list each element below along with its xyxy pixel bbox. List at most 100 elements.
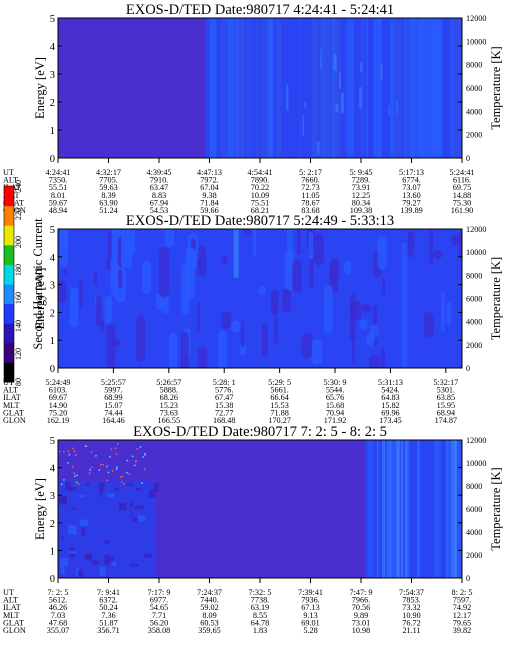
- texture-blob: [450, 234, 461, 247]
- texture-streak: [255, 18, 260, 158]
- texture-streak: [459, 440, 462, 578]
- texture-streak: [235, 18, 240, 158]
- texture-streak: [298, 18, 301, 158]
- row-value: 9.89: [354, 611, 368, 620]
- texture-blob: [243, 229, 251, 236]
- row-value: 7: 9:41: [97, 588, 120, 597]
- row-value: 359.65: [198, 626, 221, 635]
- texture-streak: [333, 53, 337, 72]
- row-value: 14.88: [453, 191, 471, 200]
- bright-streak: [233, 229, 239, 278]
- texture-blob: [221, 311, 231, 330]
- row-value: 161.90: [451, 206, 474, 215]
- speckle: [134, 460, 137, 463]
- texture-blob: [197, 302, 201, 331]
- y-tick-label: 2: [50, 98, 55, 109]
- speckle: [139, 446, 142, 448]
- row-value: 76.72: [402, 618, 420, 627]
- texture-blob: [130, 512, 134, 517]
- texture-blob: [107, 232, 112, 259]
- row-value: 1.83: [253, 626, 267, 635]
- row-value: 63.85: [437, 393, 455, 402]
- texture-blob: [85, 483, 90, 487]
- row-value: 63.47: [150, 183, 168, 192]
- texture-streak: [433, 440, 438, 578]
- y2-tick-label: 0: [466, 154, 470, 163]
- texture-streak: [246, 18, 253, 158]
- row-value: 358.08: [148, 626, 171, 635]
- row-value: 66.64: [270, 393, 288, 402]
- y-axis-label: Energy [eV]: [33, 268, 47, 330]
- row-value: 68.94: [437, 408, 455, 417]
- row-value: 5612.: [49, 596, 67, 605]
- texture-blob: [111, 338, 120, 347]
- row-value: 4:39:45: [146, 168, 171, 177]
- texture-blob: [164, 229, 175, 248]
- row-value: 7:39:41: [298, 588, 323, 597]
- texture-blob: [343, 260, 352, 275]
- texture-blob: [446, 302, 452, 326]
- texture-blob: [110, 557, 114, 564]
- speckle: [144, 468, 146, 470]
- row-value: 73.91: [352, 183, 370, 192]
- bright-band: [409, 18, 442, 158]
- row-value: 70.56: [352, 603, 370, 612]
- row-value: 7660.: [301, 176, 319, 185]
- row-label-glon: GLON: [3, 416, 26, 425]
- texture-streak: [382, 440, 386, 578]
- row-value: 12.17: [453, 611, 471, 620]
- row-label-mlt: MLT: [3, 401, 20, 410]
- texture-blob: [153, 482, 160, 493]
- speckle: [71, 466, 74, 468]
- texture-streak: [397, 18, 403, 158]
- y-tick-label: 3: [50, 281, 55, 292]
- texture-blob: [142, 260, 151, 294]
- row-value: 68.26: [160, 393, 178, 402]
- y2-tick-label: 4000: [466, 107, 482, 116]
- texture-blob: [180, 331, 189, 368]
- texture-blob: [134, 505, 144, 510]
- row-value: 7:32: 5: [249, 588, 272, 597]
- row-value: 7936.: [301, 596, 319, 605]
- colorbar-tick-label: 200: [14, 236, 23, 248]
- texture-streak: [331, 18, 334, 158]
- row-value: 46.26: [49, 603, 67, 612]
- texture-streak: [209, 18, 216, 158]
- row-value: 67.47: [215, 393, 233, 402]
- speckle: [128, 473, 131, 475]
- row-value: 7910.: [150, 176, 168, 185]
- y-axis-label: Energy [eV]: [33, 478, 47, 540]
- chart-title: EXOS-D/TED Date:980717 7: 2: 5 - 8: 2: 5: [133, 424, 387, 440]
- texture-streak: [360, 18, 365, 158]
- row-value: 171.92: [324, 416, 347, 425]
- colorbar-swatch: [4, 284, 14, 305]
- y-tick-label: 5: [50, 436, 55, 447]
- texture-streak: [378, 440, 380, 578]
- texture-blob: [81, 527, 86, 537]
- texture-blob: [197, 246, 206, 277]
- texture-blob: [136, 315, 145, 363]
- row-value: 39.82: [453, 626, 471, 635]
- row-value: 7:54:37: [399, 588, 424, 597]
- row-value: 162.19: [47, 416, 70, 425]
- speckle: [106, 479, 109, 482]
- row-value: 51.24: [99, 206, 117, 215]
- texture-streak: [405, 440, 410, 578]
- colorbar-swatch: [4, 264, 14, 285]
- speckle: [90, 466, 93, 469]
- row-value: 5:24:41: [449, 168, 474, 177]
- row-value: 4:54:41: [247, 168, 272, 177]
- texture-streak: [238, 18, 245, 158]
- texture-streak: [335, 104, 339, 113]
- speckle: [73, 450, 76, 453]
- row-value: 56.20: [150, 618, 168, 627]
- y2-tick-label: 8000: [466, 482, 482, 491]
- texture-blob: [262, 323, 268, 357]
- texture-blob: [125, 241, 133, 269]
- y2-tick-label: 2000: [466, 131, 482, 140]
- row-value: 8.83: [152, 191, 166, 200]
- texture-streak: [320, 48, 322, 70]
- row-value: 69.96: [381, 408, 399, 417]
- speckle: [110, 448, 113, 450]
